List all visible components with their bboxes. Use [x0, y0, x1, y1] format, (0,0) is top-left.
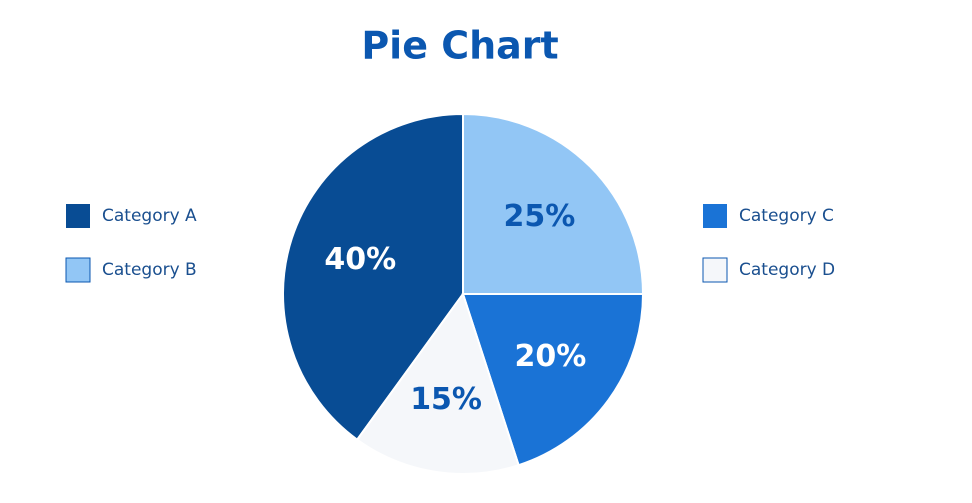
legend-swatch: [703, 204, 727, 228]
pie-slice: [355, 291, 520, 475]
value-label: 20%: [514, 339, 586, 374]
legend-label: Category A: [102, 206, 197, 226]
value-label: 40%: [324, 242, 396, 277]
legend-label: Category B: [102, 260, 197, 280]
legend-swatch: [66, 204, 90, 228]
legend-swatch: [702, 257, 728, 283]
chart-title: Pie Chart: [361, 24, 558, 68]
legend-label: Category C: [739, 206, 834, 226]
pie-slice: [462, 112, 645, 295]
legend-label: Category D: [739, 260, 835, 280]
legend-swatch: [65, 257, 91, 283]
value-label: 25%: [503, 199, 575, 234]
pie-slice: [282, 112, 464, 442]
value-label: 15%: [410, 382, 482, 417]
pie-slice: [461, 293, 645, 467]
